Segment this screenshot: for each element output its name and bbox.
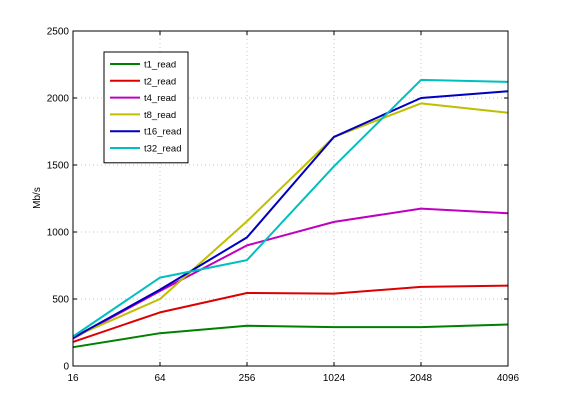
series-line-t1-read: [72, 323, 509, 349]
legend-label-t2-read: t2_read: [144, 76, 176, 87]
axis-ticks: 16 64 256 1024 2048 4096 0 500 1000 1500 2000 2500: [47, 27, 520, 385]
y-tick-label: 0: [63, 362, 69, 373]
y-tick-label: 2000: [47, 94, 70, 105]
series-line-t32-read: [72, 78, 509, 338]
series-line-t2-read: [72, 284, 509, 343]
series-line-t16-read: [72, 90, 509, 339]
legend-label-t32-read: t32_read: [144, 144, 182, 155]
legend-label-t8-read: t8_read: [144, 110, 176, 121]
y-axis-label: Mb/s: [32, 187, 43, 209]
legend-label-t4-read: t4_read: [144, 93, 176, 104]
y-tick-label: 2500: [47, 27, 70, 38]
x-tick-label: 2048: [410, 373, 433, 384]
y-tick-label: 500: [52, 295, 69, 306]
x-tick-label: 64: [154, 373, 166, 384]
x-tick-label: 16: [67, 373, 79, 384]
y-tick-label: 1500: [47, 161, 70, 172]
legend-label-t1-read: t1_read: [144, 60, 176, 71]
series-line-t4-read: [72, 207, 509, 340]
series-lines: [72, 78, 509, 349]
x-tick-label: 4096: [497, 373, 520, 384]
series-line-t8-read: [72, 102, 509, 339]
x-tick-label: 1024: [323, 373, 346, 384]
plot-frame: [72, 30, 509, 367]
legend-box: [103, 51, 189, 164]
y-tick-label: 1000: [47, 228, 70, 239]
legend: t1_read t2_read t4_read t8_read t16_read t32_…: [103, 51, 189, 164]
x-tick-label: 256: [239, 373, 256, 384]
legend-label-t16-read: t16_read: [144, 127, 182, 138]
